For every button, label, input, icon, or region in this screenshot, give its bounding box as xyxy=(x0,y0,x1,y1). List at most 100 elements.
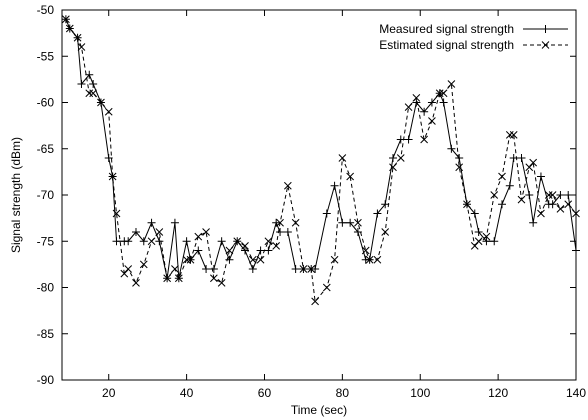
estimated-point xyxy=(505,131,514,139)
estimated-line xyxy=(65,19,577,302)
estimated-point xyxy=(248,255,257,264)
estimated-point xyxy=(299,265,308,273)
estimated-point xyxy=(330,255,339,264)
y-tick-label: -55 xyxy=(37,49,55,63)
estimated-point xyxy=(241,242,249,250)
y-axis-title: Signal strength (dBm) xyxy=(9,137,23,253)
estimated-point xyxy=(155,228,164,236)
estimated-point xyxy=(120,269,129,278)
estimated-point xyxy=(311,297,319,306)
estimated-point xyxy=(509,131,518,139)
estimated-point xyxy=(139,260,148,269)
x-tick-label: 80 xyxy=(336,386,350,400)
estimated-point xyxy=(490,191,499,199)
estimated-point xyxy=(525,163,534,172)
estimated-point xyxy=(65,24,74,33)
y-tick-label: -80 xyxy=(37,281,55,295)
estimated-point xyxy=(272,242,281,250)
estimated-point xyxy=(537,209,545,218)
x-axis-title: Time (sec) xyxy=(291,403,347,417)
estimated-point xyxy=(373,255,382,264)
estimated-point xyxy=(225,246,234,255)
estimated-point xyxy=(529,158,538,167)
legend-estimated-marker xyxy=(541,41,550,49)
estimated-point xyxy=(264,237,273,246)
plot-frame xyxy=(61,9,577,381)
estimated-point xyxy=(556,205,565,213)
estimated-point xyxy=(354,218,362,227)
estimated-point xyxy=(420,135,428,144)
legend-estimated-label: Estimated signal strength xyxy=(379,38,514,52)
estimated-point xyxy=(108,172,117,181)
x-tick-label: 100 xyxy=(410,386,430,400)
y-tick-label: -90 xyxy=(37,373,55,387)
estimated-point xyxy=(124,265,133,273)
x-tick-label: 40 xyxy=(180,386,194,400)
estimated-point xyxy=(163,274,171,283)
estimated-point xyxy=(463,200,471,209)
estimated-series xyxy=(62,15,580,306)
measured-series xyxy=(61,15,580,283)
y-tick-label: -85 xyxy=(37,327,55,341)
estimated-point xyxy=(447,80,456,88)
estimated-point xyxy=(186,255,195,264)
estimated-point xyxy=(439,89,448,98)
y-tick-label: -60 xyxy=(37,96,55,110)
estimated-point xyxy=(365,255,374,264)
estimated-point xyxy=(62,15,70,24)
axis-tick-labels: 20 40 60 80 100 120 140 -90 -85 -80 -75 -70 -65 -60 -5… xyxy=(37,3,587,400)
estimated-point xyxy=(97,98,105,107)
legend: Measured signal strength Estimated signal… xyxy=(379,22,568,52)
estimated-point xyxy=(174,274,183,283)
estimated-point xyxy=(389,163,397,172)
estimated-point xyxy=(498,172,506,181)
estimated-point xyxy=(202,228,210,236)
y-tick-label: -75 xyxy=(37,234,55,248)
estimated-point xyxy=(544,191,553,199)
x-tick-label: 60 xyxy=(258,386,272,400)
estimated-point xyxy=(572,209,580,218)
estimated-point xyxy=(194,232,203,241)
estimated-point xyxy=(256,255,265,264)
estimated-point xyxy=(276,218,284,227)
estimated-point xyxy=(307,265,316,273)
estimated-point xyxy=(361,246,370,255)
estimated-point xyxy=(564,200,573,209)
estimated-point xyxy=(132,279,140,287)
estimated-point xyxy=(182,255,191,264)
estimated-point xyxy=(404,103,413,111)
estimated-point xyxy=(77,43,86,51)
x-tick-label: 120 xyxy=(488,386,508,400)
estimated-point xyxy=(171,265,179,273)
estimated-point xyxy=(291,218,300,227)
estimated-point xyxy=(396,154,405,162)
data-series xyxy=(61,15,580,306)
estimated-point xyxy=(381,228,390,236)
y-tick-label: -50 xyxy=(37,3,55,17)
estimated-point xyxy=(283,181,292,190)
estimated-point xyxy=(517,195,526,204)
estimated-point xyxy=(338,154,347,162)
estimated-point xyxy=(322,283,331,292)
x-tick-label: 140 xyxy=(566,386,586,400)
estimated-point xyxy=(474,237,483,246)
estimated-point xyxy=(112,209,121,218)
y-tick-label: -65 xyxy=(37,142,55,156)
estimated-point xyxy=(548,191,557,199)
estimated-point xyxy=(73,33,82,42)
estimated-point xyxy=(455,163,464,172)
estimated-point xyxy=(233,237,242,246)
legend-measured-label: Measured signal strength xyxy=(379,22,514,36)
estimated-point xyxy=(470,242,479,250)
estimated-point xyxy=(482,232,491,241)
y-tick-label: -70 xyxy=(37,188,55,202)
estimated-point xyxy=(85,89,94,98)
plot-area-border xyxy=(61,9,577,381)
estimated-point xyxy=(435,89,444,98)
axis-ticks xyxy=(62,9,577,381)
estimated-point xyxy=(217,279,226,287)
estimated-point xyxy=(147,237,156,246)
estimated-point xyxy=(412,94,421,102)
